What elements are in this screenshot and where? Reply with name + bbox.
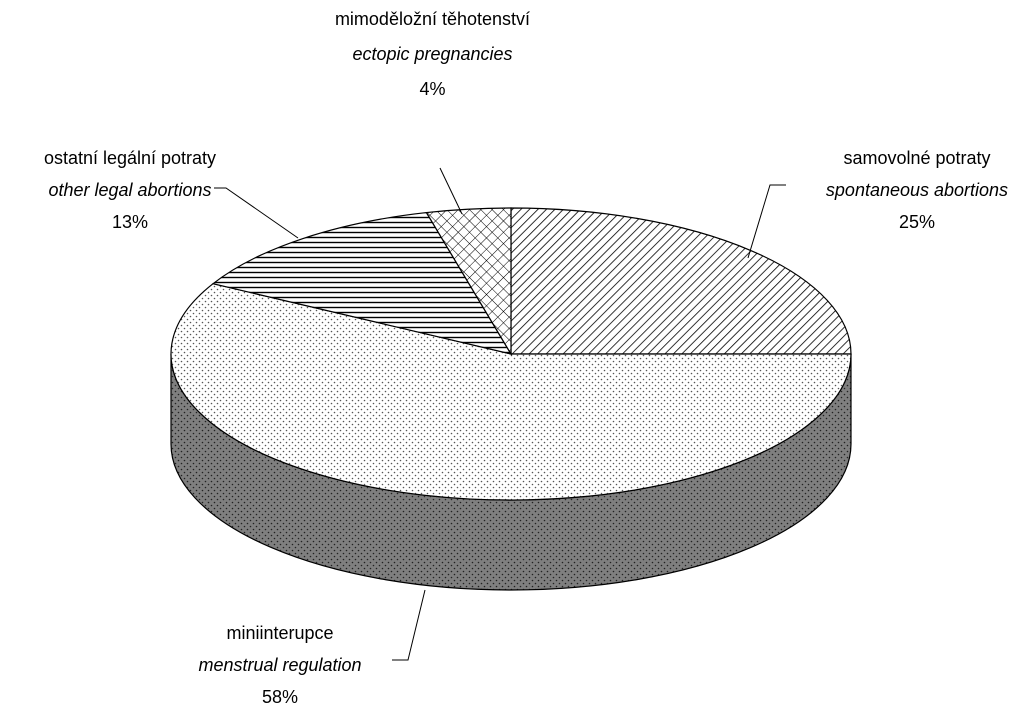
leader-line xyxy=(439,167,463,215)
slice-label: ostatní legální potraty other legal abort… xyxy=(0,142,260,238)
label-en: ectopic pregnancies xyxy=(352,44,513,64)
pie-slice xyxy=(211,211,513,355)
leader-line xyxy=(747,184,786,259)
leader-line xyxy=(392,589,426,661)
label-cz: ostatní legální potraty xyxy=(43,148,217,168)
label-pct: 25% xyxy=(898,212,936,232)
label-pct: 13% xyxy=(111,212,149,232)
slice-label: mimoděložní těhotenství ectopic pregnanc… xyxy=(325,2,540,107)
label-cz: samovolné potraty xyxy=(843,148,991,168)
leader-lines xyxy=(214,167,786,661)
label-en: menstrual regulation xyxy=(198,655,362,675)
label-cz: miniinterupce xyxy=(226,623,334,643)
label-cz: mimoděložní těhotenství xyxy=(334,9,531,29)
label-en: other legal abortions xyxy=(48,180,212,200)
pie-slice xyxy=(170,283,852,501)
pie-slice xyxy=(510,207,852,355)
label-en: spontaneous abortions xyxy=(825,180,1009,200)
slice-label: miniinterupce menstrual regulation 58% xyxy=(150,617,410,713)
slice-label: samovolné potraty spontaneous abortions 25… xyxy=(787,142,1022,238)
label-pct: 4% xyxy=(419,79,446,99)
label-pct: 58% xyxy=(261,687,299,707)
leader-line xyxy=(214,187,299,239)
pie-slice xyxy=(425,207,512,357)
